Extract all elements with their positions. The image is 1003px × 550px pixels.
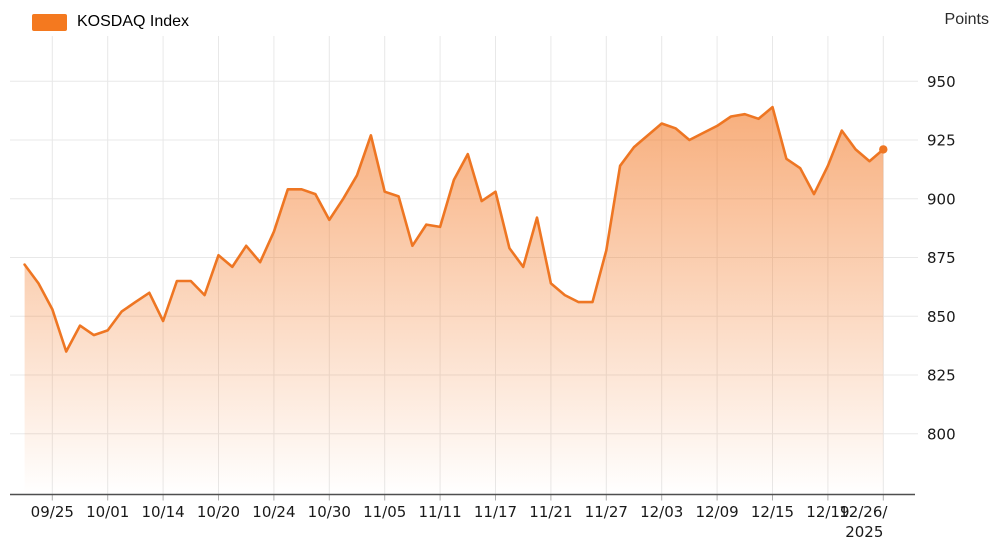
y-axis-tick-label: 925: [927, 132, 956, 150]
x-axis-tick-label: 09/25: [31, 503, 74, 521]
x-axis-tick-label: 10/20: [197, 503, 240, 521]
y-axis-tick-label: 850: [927, 308, 956, 326]
y-axis-tick-label: 900: [927, 190, 956, 208]
x-axis-tick-label: 11/27: [585, 503, 628, 521]
x-axis-tick-label: 11/05: [363, 503, 406, 521]
x-axis-tick-label: 12/26/: [839, 503, 888, 521]
x-axis-tick-label: 10/01: [86, 503, 129, 521]
x-axis-tick-label-year: 2025: [845, 523, 883, 541]
x-axis-tick-label: 11/21: [529, 503, 572, 521]
last-point-marker[interactable]: [879, 145, 888, 154]
x-axis-tick-label: 10/24: [252, 503, 295, 521]
x-axis-tick-label: 11/11: [418, 503, 461, 521]
legend-label: KOSDAQ Index: [77, 13, 190, 30]
legend-item-kosdaq[interactable]: KOSDAQ Index: [32, 11, 189, 33]
kosdaq-area-fill: [24, 107, 884, 495]
y-axis-tick-label: 875: [927, 249, 956, 267]
kosdaq-series-line[interactable]: [23, 105, 885, 353]
x-axis-tick-label: 10/14: [141, 503, 184, 521]
x-axis-tick-label: 11/17: [474, 503, 517, 521]
y-axis-title: Points: [944, 11, 989, 28]
y-axis-tick-label: 950: [927, 73, 956, 91]
x-axis-tick-label: 12/15: [751, 503, 794, 521]
x-axis-tick-label: 10/30: [308, 503, 351, 521]
y-axis-tick-label: 825: [927, 367, 956, 385]
x-axis-tick-label: 12/09: [695, 503, 738, 521]
x-axis-tick-label: 12/03: [640, 503, 683, 521]
legend-swatch-icon: [32, 13, 67, 31]
y-axis-tick-label: 800: [927, 425, 956, 443]
x-axis-tick-label: 12/19: [806, 503, 849, 521]
